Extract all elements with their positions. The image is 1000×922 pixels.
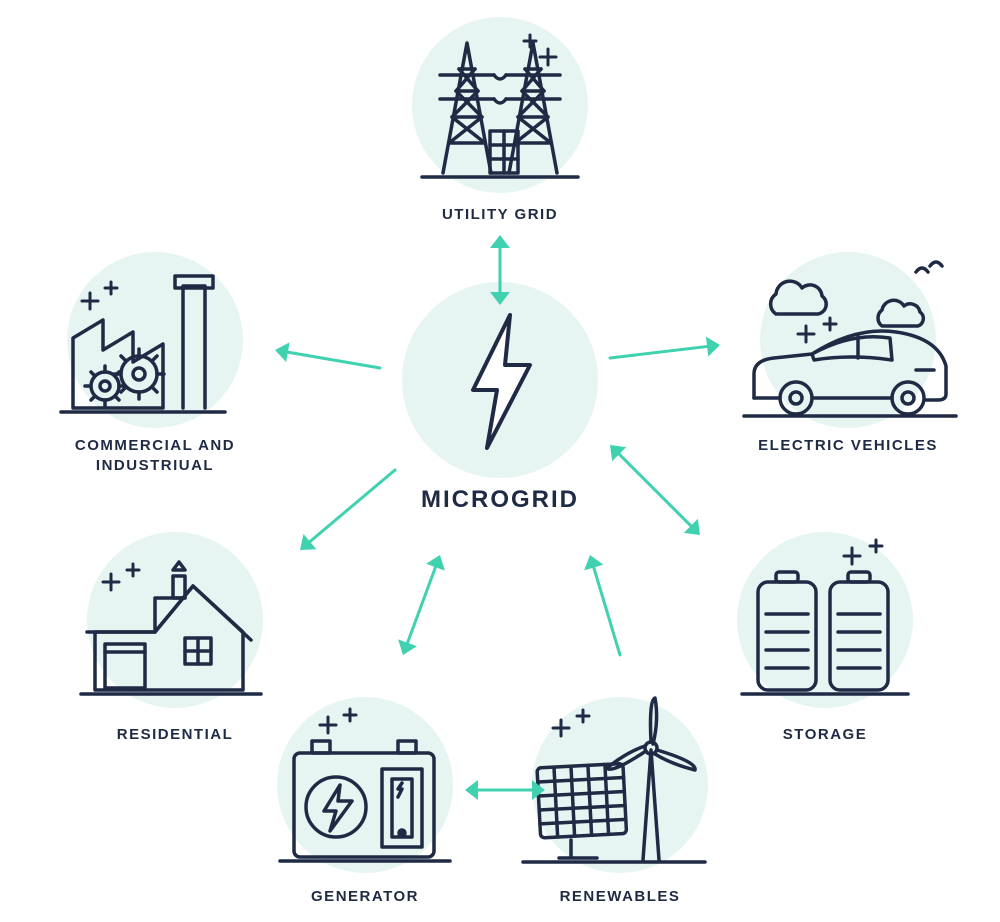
electric-vehicles-label: ELECTRIC VEHICLES [748, 436, 948, 456]
commercial-industrial-label: COMMERCIAL AND INDUSTRIUAL [55, 436, 255, 477]
residential-label: RESIDENTIAL [75, 725, 275, 745]
commercial-industrial-icon [55, 258, 255, 428]
generator-icon [270, 705, 460, 875]
microgrid-bolt-icon [455, 310, 545, 450]
storage-label: STORAGE [725, 725, 925, 745]
storage-icon [730, 540, 920, 710]
residential-icon [75, 540, 275, 710]
utility-grid-icon [410, 25, 590, 195]
electric-vehicles-icon [740, 256, 960, 436]
generator-label: GENERATOR [265, 887, 465, 907]
microgrid-diagram: MICROGRID [0, 0, 1000, 922]
renewables-label: RENEWABLES [520, 887, 720, 907]
renewables-icon [515, 690, 725, 880]
utility-grid-label: UTILITY GRID [400, 205, 600, 225]
center-label: MICROGRID [350, 486, 650, 514]
